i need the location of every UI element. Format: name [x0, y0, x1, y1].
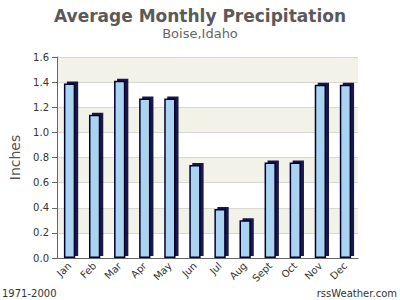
svg-text:May: May [151, 260, 173, 282]
svg-text:Boise,Idaho: Boise,Idaho [162, 26, 238, 41]
svg-text:0.8: 0.8 [33, 152, 49, 163]
svg-text:Jul: Jul [207, 260, 224, 277]
svg-text:0.6: 0.6 [33, 177, 49, 188]
svg-text:Sept: Sept [250, 260, 274, 284]
svg-text:1.4: 1.4 [33, 77, 49, 88]
svg-text:Inches: Inches [7, 135, 23, 180]
svg-text:1.6: 1.6 [33, 52, 49, 63]
svg-text:Mar: Mar [102, 259, 124, 281]
svg-text:Oct: Oct [279, 260, 299, 280]
svg-text:1971-2000: 1971-2000 [2, 288, 57, 299]
svg-text:0.2: 0.2 [33, 227, 49, 238]
svg-text:0.0: 0.0 [33, 253, 49, 264]
svg-text:Nov: Nov [303, 260, 325, 282]
svg-text:Apr: Apr [129, 259, 150, 280]
svg-text:Average Monthly Precipitation: Average Monthly Precipitation [54, 6, 346, 26]
svg-text:Dec: Dec [328, 260, 349, 281]
svg-text:0.4: 0.4 [33, 202, 49, 213]
svg-text:Jan: Jan [54, 260, 73, 279]
svg-text:rssWeather.com: rssWeather.com [317, 288, 397, 299]
svg-text:1.2: 1.2 [33, 102, 49, 113]
svg-text:Jun: Jun [179, 260, 199, 280]
svg-text:Aug: Aug [227, 260, 249, 282]
svg-text:1.0: 1.0 [33, 127, 49, 138]
svg-text:Feb: Feb [78, 260, 98, 280]
